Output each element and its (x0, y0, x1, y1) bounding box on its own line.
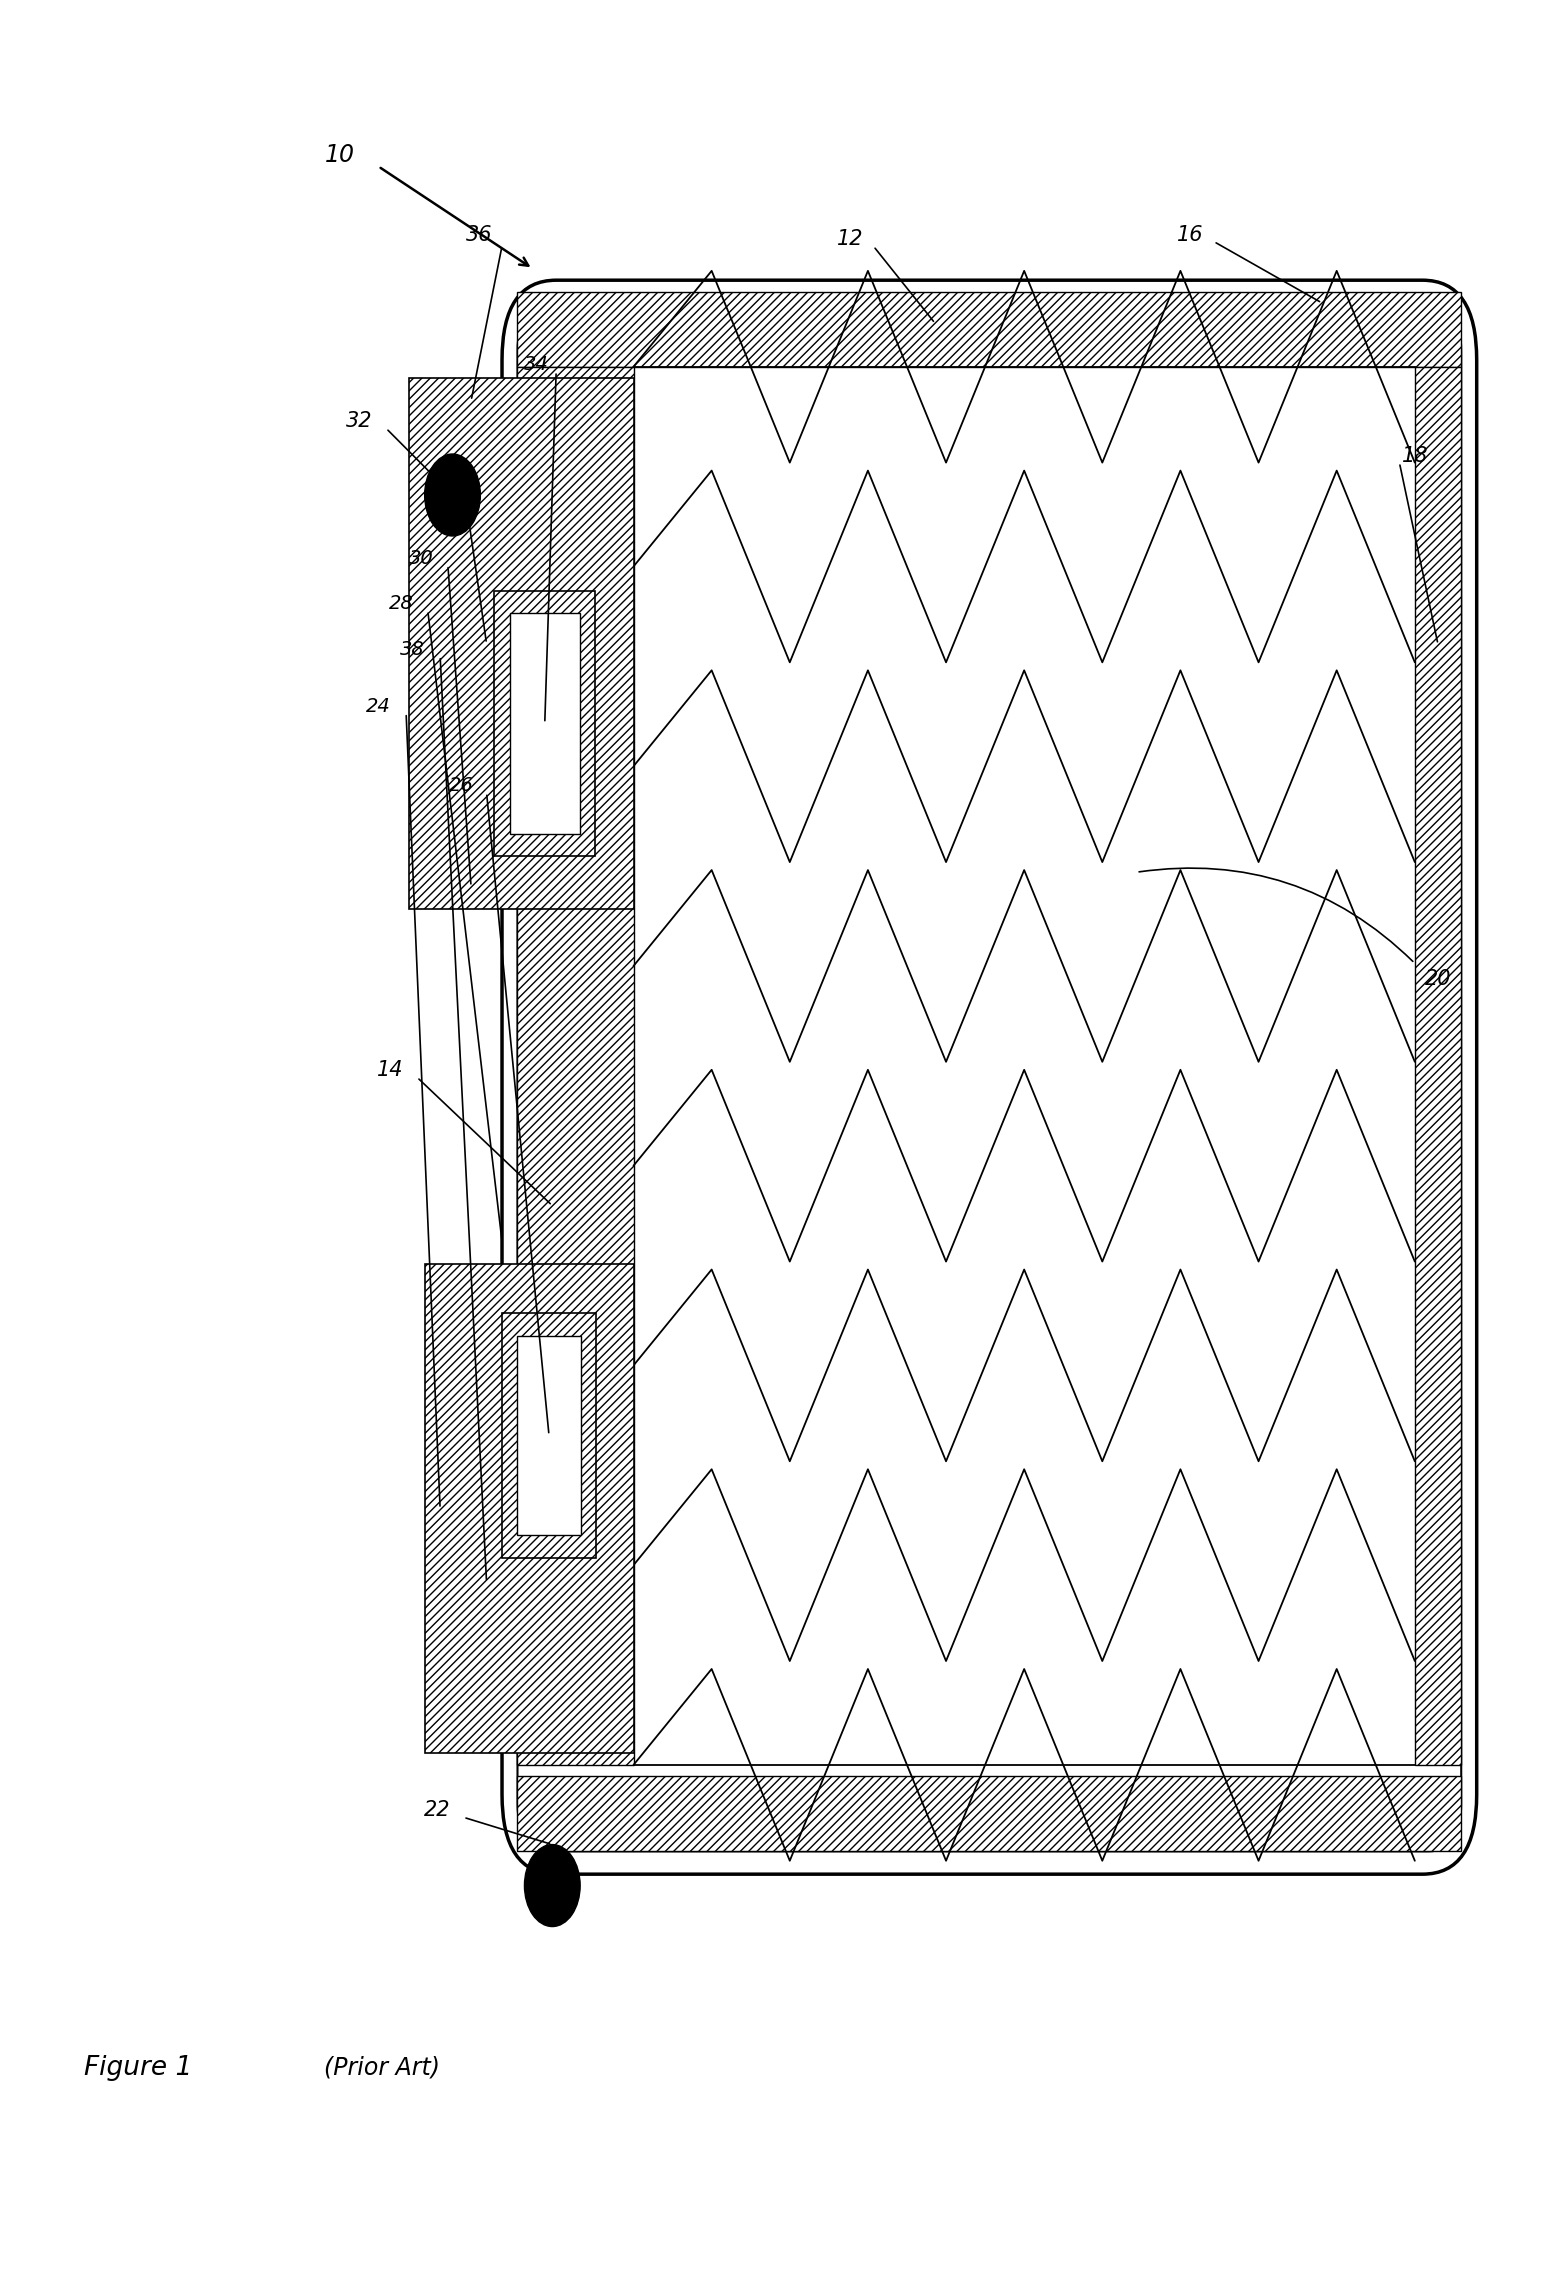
FancyBboxPatch shape (503, 280, 1477, 1874)
Bar (518, 1776, 1461, 1851)
Bar (518, 1776, 1461, 1851)
Bar (503, 1313, 596, 1558)
Bar (425, 1265, 634, 1753)
Text: 14: 14 (378, 1061, 404, 1081)
Bar (503, 1313, 596, 1558)
Bar (518, 291, 1461, 367)
Circle shape (425, 454, 481, 536)
Bar (518, 367, 634, 1764)
Bar (1414, 367, 1461, 1764)
Text: 34: 34 (523, 355, 548, 373)
Text: 10: 10 (325, 142, 354, 167)
Bar (510, 614, 579, 834)
Text: 32: 32 (347, 412, 373, 431)
Bar (409, 378, 634, 910)
Bar (518, 367, 634, 1764)
Text: 28: 28 (389, 593, 414, 614)
Text: 40: 40 (431, 499, 456, 518)
Text: 18: 18 (1402, 444, 1428, 465)
Bar (425, 1265, 634, 1753)
Bar (1414, 367, 1461, 1764)
Bar (495, 591, 595, 857)
Text: Figure 1: Figure 1 (84, 2055, 192, 2080)
Bar (518, 291, 1461, 367)
Text: 30: 30 (409, 548, 434, 568)
Bar (495, 591, 595, 857)
Text: 16: 16 (1177, 225, 1204, 245)
Text: 26: 26 (450, 777, 475, 795)
Text: (Prior Art): (Prior Art) (325, 2055, 440, 2080)
Bar (518, 1336, 581, 1535)
Text: 24: 24 (365, 696, 390, 715)
Text: 12: 12 (837, 229, 863, 250)
Text: 20: 20 (1425, 969, 1452, 990)
Text: 36: 36 (465, 225, 492, 245)
Circle shape (524, 1844, 581, 1927)
Text: 38: 38 (400, 639, 425, 658)
Text: 22: 22 (423, 1801, 450, 1821)
Bar (409, 378, 634, 910)
